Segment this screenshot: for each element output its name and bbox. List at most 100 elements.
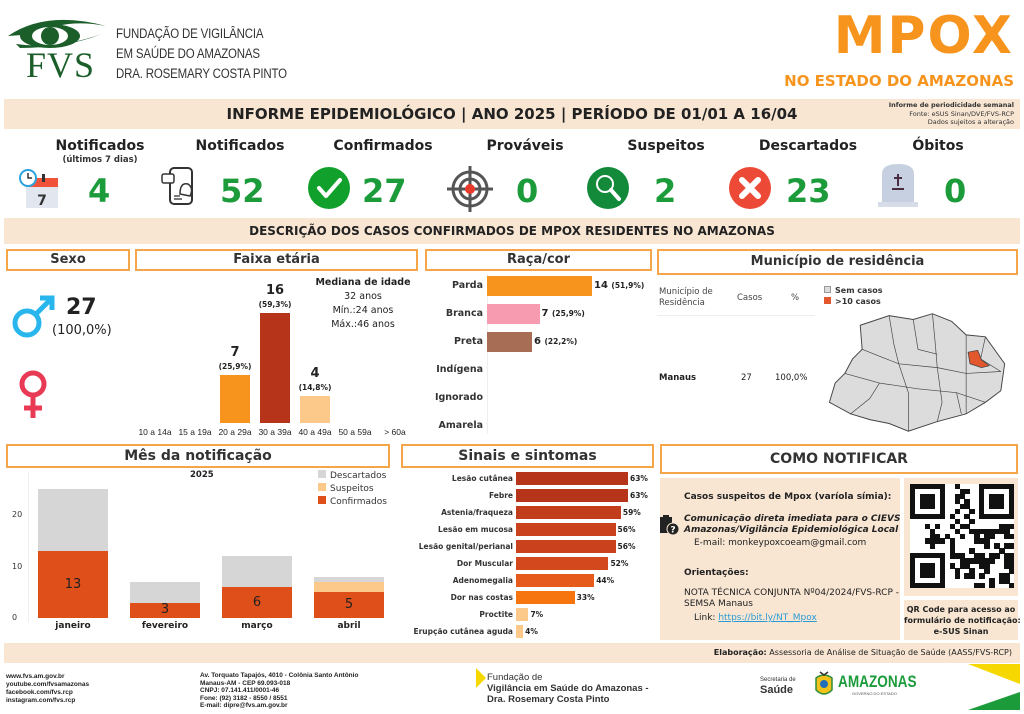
- footer-link[interactable]: www.fvs.am.gov.br: [6, 673, 65, 680]
- y-tick-label: Amarela: [438, 420, 483, 431]
- qr-module: [969, 573, 975, 579]
- y-tick-label: Preta: [453, 336, 483, 347]
- qr-module: [959, 553, 965, 559]
- data-label: 59%: [622, 508, 641, 517]
- qr-module: [984, 563, 990, 569]
- legend-item: Suspeitos: [318, 483, 387, 496]
- bar: [487, 276, 592, 296]
- qr-module: [994, 543, 1000, 549]
- data-label: 33%: [576, 593, 595, 602]
- data-label: 6: [252, 594, 262, 610]
- data-label: 3: [160, 602, 170, 618]
- qr-module: [1009, 543, 1015, 549]
- data-label: 6 (22,2%): [534, 336, 578, 347]
- qr-module: [954, 553, 960, 559]
- svg-text:7: 7: [37, 193, 47, 209]
- legend-item: Sem casos: [824, 285, 882, 296]
- footer-link[interactable]: facebook.com/fvs.rcp: [6, 689, 73, 696]
- qr-module: [949, 543, 956, 549]
- bar-segment-suspeitos: [314, 581, 384, 593]
- x-tick-label: 10 a 14a: [138, 427, 172, 437]
- legend-label: Sem casos: [835, 286, 883, 295]
- qr-module: [964, 573, 970, 579]
- qr-module: [959, 488, 965, 495]
- bar-segment-confirmados: [130, 602, 200, 618]
- faixa-chart: 10 a 14a 15 a 19a 20 a 29a 7 (25,9%) 30 a 39a…: [135, 275, 420, 440]
- footer-fvs-arrow-icon: [476, 668, 486, 688]
- data-label: 4%: [525, 627, 538, 636]
- qr-module: [954, 508, 960, 515]
- link-row: Link: https://bit.ly/NT_Mpox: [694, 613, 817, 624]
- qr-module: [959, 533, 965, 539]
- male-symbol-icon: [12, 295, 55, 338]
- qr-module: [964, 563, 970, 569]
- address-line: Fone: (92) 3182 - 8550 / 8551: [200, 694, 288, 702]
- median-box: Mediana de idade 32 anos Mín.:24 anos Má…: [310, 276, 416, 332]
- elaboracao-bar: Elaboração: Assessoria de Análise de Sit…: [4, 643, 1020, 663]
- qr-module: [954, 518, 960, 525]
- qr-module: [979, 553, 985, 559]
- org-line: DRA. ROSEMARY COSTA PINTO: [116, 66, 287, 81]
- qr-module: [974, 533, 980, 539]
- data-label: 52%: [610, 559, 629, 568]
- bar-segment-descartados: [222, 556, 292, 588]
- qr-module: [979, 573, 985, 579]
- x-tick-label: 20 a 29a: [218, 427, 252, 437]
- x-tick-label: fevereiro: [141, 621, 189, 631]
- nota-line: SEMSA Manaus: [684, 599, 753, 609]
- qr-module: [949, 523, 956, 530]
- qr-module: [984, 543, 990, 549]
- x-circle-icon: [729, 167, 771, 209]
- page-subtitle: NO ESTADO DO AMAZONAS: [784, 72, 1014, 90]
- address-line: E-mail: dipre@fvs.am.gov.br: [200, 702, 288, 710]
- email-text: E-mail: monkeypoxcoeam@gmail.com: [694, 538, 867, 548]
- male-pct: (100,0%): [52, 323, 112, 338]
- kpi-value: 52: [220, 172, 265, 210]
- kpi-value: 0: [516, 172, 539, 210]
- qr-module: [949, 563, 956, 569]
- legend-item: >10 casos: [824, 296, 882, 307]
- legend-swatch: [318, 483, 326, 491]
- qr-module: [989, 558, 995, 564]
- y-tick-label: Proctite: [479, 610, 513, 619]
- footer-link[interactable]: youtube.com/fvsamazonas: [6, 681, 90, 688]
- kpi-label: Confirmados: [333, 138, 433, 154]
- fvs-letters: FVS: [26, 45, 96, 85]
- kpi-value: 27: [362, 172, 407, 210]
- qr-module: [979, 563, 985, 569]
- bar: [300, 395, 330, 423]
- clipboard-question-icon: ?: [660, 515, 680, 536]
- kpi-value: 23: [786, 172, 831, 210]
- kpi-label: Óbitos: [912, 138, 964, 154]
- bar: [516, 523, 616, 536]
- qr-module: [959, 493, 965, 500]
- nota-link[interactable]: https://bit.ly/NT_Mpox: [718, 613, 817, 623]
- pct-label: (59,3%): [258, 300, 292, 309]
- qr-module: [954, 493, 960, 500]
- footer-link[interactable]: instagram.com/fvs.rcp: [6, 697, 76, 704]
- qr-code[interactable]: [910, 484, 1015, 589]
- axis-line: [28, 472, 29, 622]
- qr-module: [999, 573, 1005, 579]
- bar-segment-descartados: [314, 576, 384, 582]
- table-cell: 100,0%: [775, 373, 808, 383]
- fvs-line: Vigilância em Saúde do Amazonas -: [487, 683, 649, 694]
- y-tick-label: Branca: [445, 308, 483, 319]
- bar: [487, 332, 532, 352]
- nota-line: NOTA TÉCNICA CONJUNTA Nº04/2024/FVS-RCP …: [684, 588, 899, 598]
- footer-web: www.fvs.am.gov.br youtube.com/fvsamazona…: [6, 673, 89, 705]
- qr-module: [959, 503, 965, 510]
- orient-title: Orientações:: [684, 568, 749, 578]
- qr-module: [979, 528, 985, 534]
- data-label: 63%: [630, 474, 648, 483]
- fvs-logo: [6, 14, 116, 50]
- qr-module: [959, 563, 965, 569]
- pct-label: (14,8%): [298, 382, 332, 392]
- qr-module: [1009, 533, 1015, 539]
- comm-line: Comunicação direta imediata para o CIEVS: [684, 514, 901, 524]
- qr-caption: QR Code para acesso ao formulário de not…: [904, 600, 1021, 640]
- bar-segment-descartados: [38, 489, 108, 552]
- bar-segment-descartados: [130, 581, 200, 603]
- qr-module: [974, 538, 980, 544]
- qr-module: [954, 568, 960, 574]
